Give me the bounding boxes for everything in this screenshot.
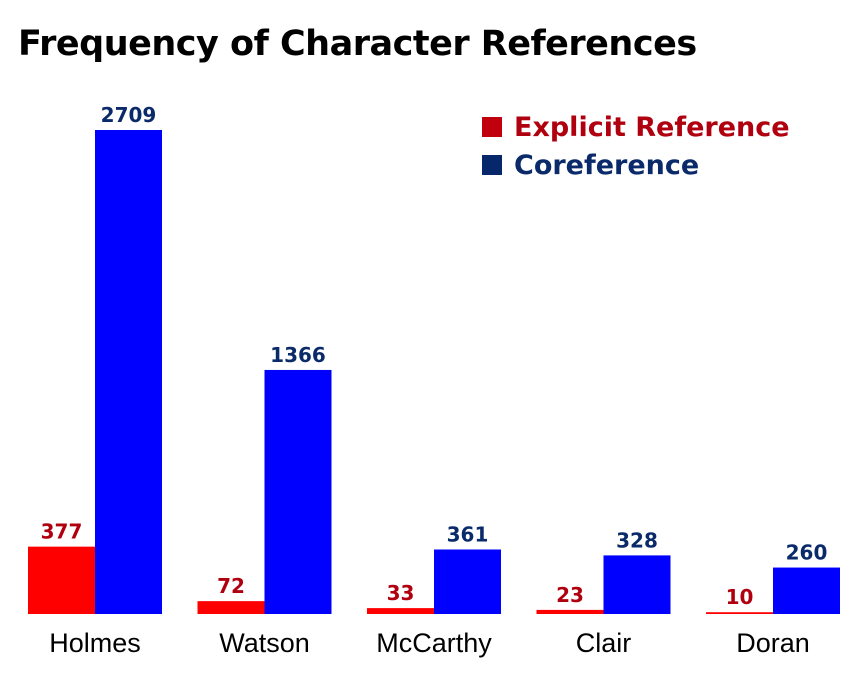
chart-title: Frequency of Character References (18, 24, 697, 64)
data-label-watson-explicit: 72 (217, 574, 245, 598)
x-tick-label-mccarthy: McCarthy (376, 628, 492, 658)
bar-mccarthy-coreference (434, 549, 501, 614)
data-label-doran-explicit: 10 (726, 585, 754, 609)
legend-swatch-coreference (482, 155, 502, 175)
legend-item-coreference: Coreference (482, 146, 790, 184)
bar-holmes-explicit (28, 546, 95, 614)
data-label-mccarthy-coreference: 361 (447, 523, 489, 547)
bar-watson-explicit (197, 601, 265, 614)
legend: Explicit Reference Coreference (482, 108, 790, 184)
bar-holmes-coreference (95, 130, 162, 614)
data-label-doran-coreference: 260 (786, 541, 828, 565)
x-tick-label-clair: Clair (576, 628, 632, 658)
data-label-watson-coreference: 1366 (270, 343, 326, 367)
bar-clair-explicit (536, 609, 604, 614)
x-tick-label-watson: Watson (219, 628, 310, 658)
bar-mccarthy-explicit (367, 608, 434, 614)
legend-label-coreference: Coreference (514, 149, 700, 181)
x-tick-label-doran: Doran (736, 628, 810, 658)
data-label-clair-explicit: 23 (556, 583, 584, 607)
bar-doran-coreference (773, 567, 840, 614)
x-tick-label-holmes: Holmes (49, 628, 141, 658)
data-label-holmes-coreference: 2709 (101, 103, 157, 127)
legend-item-explicit: Explicit Reference (482, 108, 790, 146)
data-label-mccarthy-explicit: 33 (387, 581, 415, 605)
bar-doran-explicit (706, 612, 773, 614)
legend-swatch-explicit (482, 117, 502, 137)
data-label-clair-coreference: 328 (616, 528, 658, 552)
bar-watson-coreference (264, 369, 332, 614)
data-label-holmes-explicit: 377 (41, 520, 83, 544)
legend-label-explicit: Explicit Reference (514, 111, 790, 143)
bar-clair-coreference (603, 555, 671, 614)
